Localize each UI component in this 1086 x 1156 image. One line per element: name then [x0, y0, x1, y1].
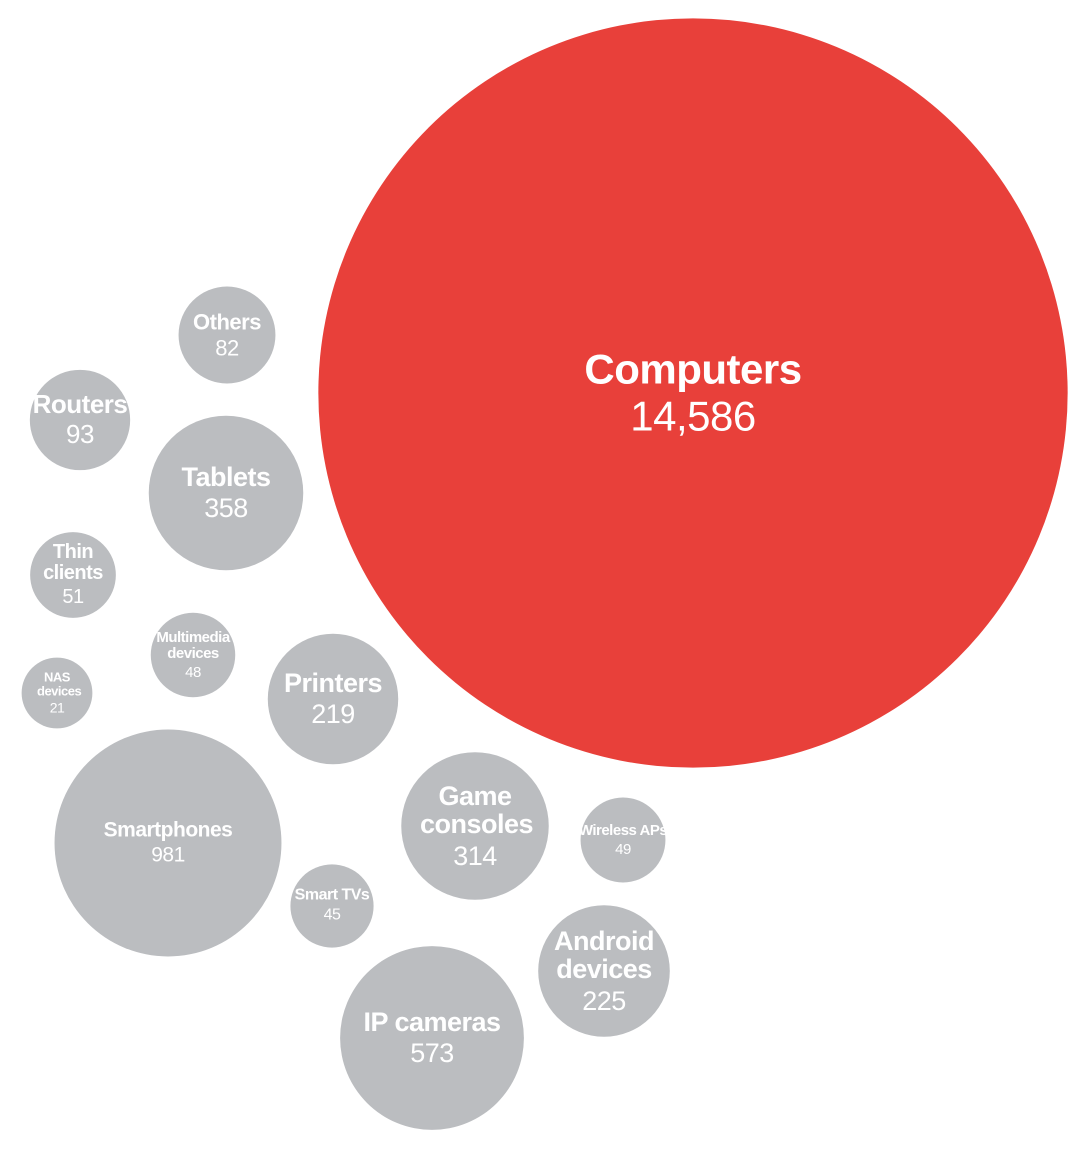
- bubble-label: Tablets 358: [156, 463, 296, 523]
- value-label: 93: [66, 419, 94, 450]
- bubble: [178, 286, 276, 384]
- bubble-label: Multimedia devices 48: [153, 630, 233, 680]
- category-name: Multimedia devices: [156, 628, 230, 662]
- bubble-label: Thin clients 51: [43, 542, 103, 608]
- bubble-label: Printers 219: [263, 669, 403, 729]
- bubble: [148, 415, 304, 571]
- bubble: [150, 612, 236, 698]
- category-name: Wireless APs: [578, 821, 668, 839]
- bubble: [401, 752, 549, 900]
- category-name: Game consoles: [420, 780, 534, 840]
- bubble-label: Game consoles 314: [420, 780, 534, 871]
- bubble: [340, 946, 524, 1130]
- category-name: Smartphones: [103, 818, 233, 842]
- value-label: 573: [410, 1038, 454, 1069]
- value-label: 82: [215, 335, 239, 361]
- bubble-label: Others 82: [177, 310, 277, 359]
- bubble: [30, 532, 116, 618]
- bubble: [290, 864, 374, 948]
- bubble: [318, 18, 1068, 768]
- bubble-label: IP cameras 573: [337, 1008, 527, 1068]
- category-name: Computers: [584, 345, 802, 393]
- category-name: IP cameras: [363, 1007, 501, 1038]
- category-name: Smart TVs: [294, 886, 370, 904]
- value-label: 314: [453, 840, 497, 871]
- bubble: [54, 729, 282, 957]
- value-label: 48: [185, 663, 201, 681]
- category-name: NAS devices: [37, 669, 82, 699]
- value-label: 981: [151, 843, 185, 867]
- value-label: 21: [49, 699, 65, 716]
- bubble: [267, 633, 399, 765]
- category-name: Others: [193, 309, 261, 335]
- value-label: 14,586: [630, 392, 756, 440]
- bubble-label: Wireless APs 49: [568, 821, 678, 858]
- bubble: [29, 369, 131, 471]
- value-label: 51: [62, 586, 84, 608]
- category-name: Routers: [32, 389, 128, 420]
- value-label: 225: [582, 985, 626, 1016]
- bubble: [580, 797, 666, 883]
- bubble-label: Smartphones 981: [68, 819, 268, 866]
- value-label: 49: [615, 840, 631, 858]
- value-label: 45: [323, 906, 341, 924]
- category-name: Android devices: [554, 925, 654, 985]
- bubble-label: Routers 93: [30, 389, 130, 450]
- bubble-label: Android devices 225: [554, 927, 654, 1015]
- category-name: Tablets: [181, 462, 271, 493]
- bubble-label: Smart TVs 45: [282, 886, 382, 925]
- category-name: Printers: [283, 668, 383, 699]
- bubble-label: Computers 14,586: [493, 347, 893, 438]
- bubble: [21, 657, 93, 729]
- category-name: Thin clients: [43, 541, 103, 584]
- value-label: 358: [204, 493, 248, 524]
- value-label: 219: [311, 699, 355, 730]
- bubble-label: NAS devices 21: [37, 669, 82, 716]
- bubble: [538, 905, 670, 1037]
